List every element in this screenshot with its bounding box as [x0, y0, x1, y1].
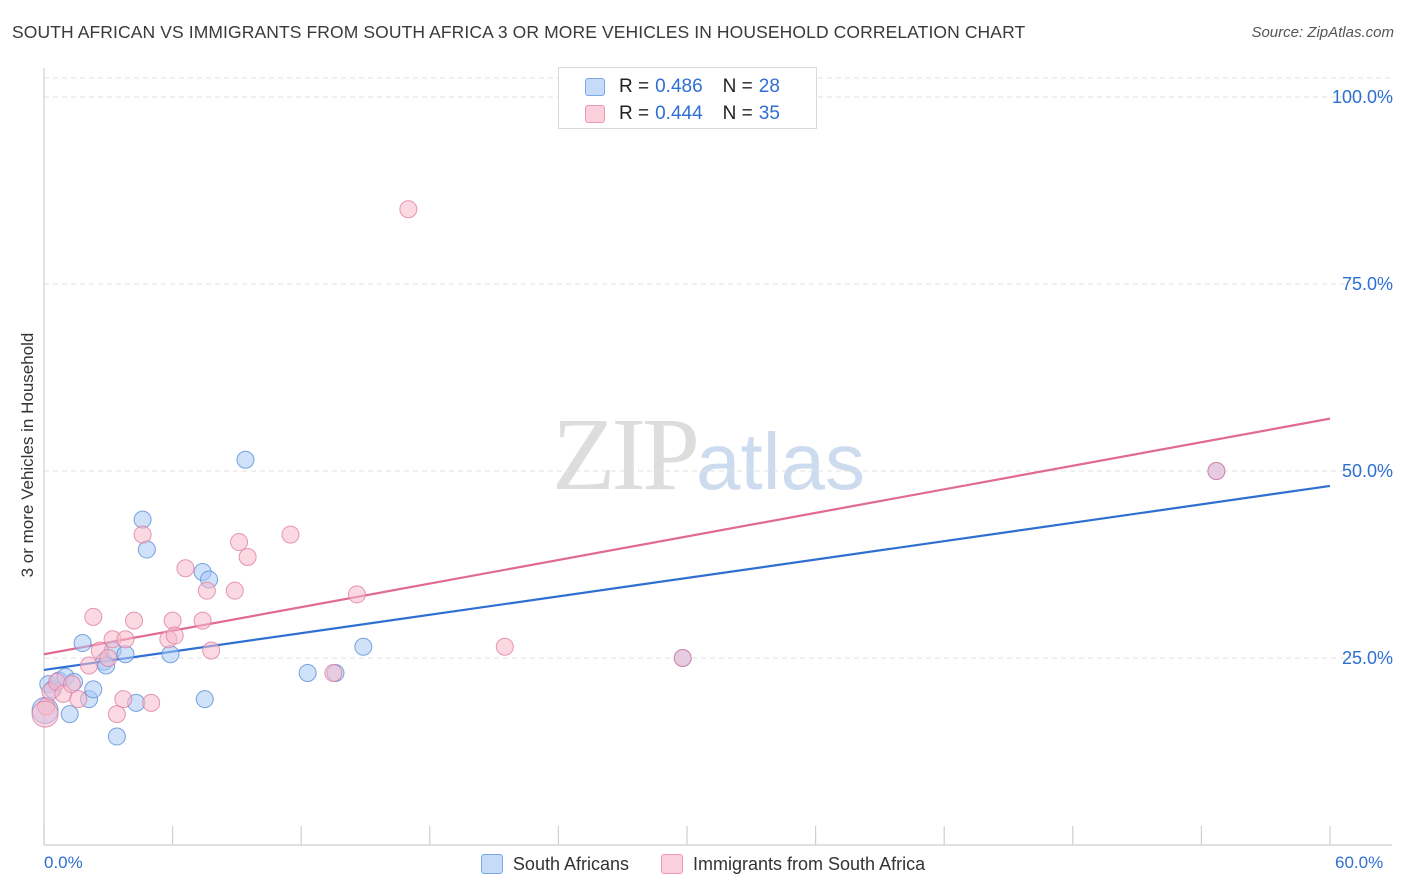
point-south-africans: [195, 690, 214, 709]
point-immigrants: [125, 611, 144, 630]
legend-item-south-africans[interactable]: South Africans: [480, 853, 629, 875]
point-immigrants: [133, 525, 152, 544]
trend-line-immigrants: [43, 417, 1331, 656]
legend-row-south-africans: R = 0.486 N = 28: [585, 75, 780, 99]
point-immigrants: [176, 559, 195, 578]
legend-label: South Africans: [512, 853, 629, 874]
point-immigrants: [281, 525, 300, 544]
point-immigrants: [31, 700, 59, 728]
y-axis-label: 3 or more Vehicles in Household: [18, 332, 37, 578]
r-label: R =: [619, 76, 650, 97]
n-label: N =: [722, 103, 753, 124]
x-tick-label-max: 60.0%: [1335, 853, 1384, 872]
point-south-africans: [298, 663, 317, 682]
point-immigrants: [673, 649, 692, 667]
point-immigrants: [238, 548, 257, 567]
point-immigrants: [399, 200, 418, 219]
point-south-africans: [133, 510, 152, 529]
point-immigrants: [69, 690, 88, 709]
point-immigrants: [197, 581, 216, 600]
point-immigrants: [80, 656, 99, 675]
n-value: 35: [758, 103, 780, 124]
point-south-africans: [354, 637, 373, 656]
correlation-legend: R = 0.486 N = 28 R = 0.444 N = 35: [558, 67, 817, 129]
point-immigrants: [495, 637, 514, 656]
point-immigrants: [107, 705, 126, 724]
legend-swatch-blue: [480, 854, 503, 874]
point-immigrants: [165, 626, 184, 645]
point-immigrants: [1207, 462, 1226, 480]
point-immigrants: [202, 641, 221, 660]
n-label: N =: [722, 76, 753, 97]
source-credit: Source: ZipAtlas.com: [1251, 24, 1394, 41]
point-immigrants: [84, 607, 103, 626]
point-immigrants: [99, 649, 118, 667]
watermark-zip: ZIP: [552, 397, 700, 512]
point-south-africans: [236, 450, 255, 469]
legend-swatch-pink: [585, 105, 605, 123]
point-immigrants: [116, 630, 135, 649]
point-immigrants: [225, 581, 244, 600]
point-south-africans: [107, 727, 126, 746]
point-immigrants: [230, 533, 249, 552]
r-value: 0.444: [655, 103, 703, 124]
point-immigrants: [142, 693, 161, 712]
watermark: ZIPatlas: [552, 395, 865, 514]
point-south-africans: [116, 645, 135, 664]
legend-swatch-pink: [661, 854, 683, 874]
point-immigrants: [114, 690, 133, 709]
n-value: 28: [758, 76, 780, 97]
point-south-africans: [84, 680, 103, 699]
point-south-africans: [60, 705, 79, 724]
point-immigrants: [163, 611, 182, 630]
y-tick-label: 50.0%: [1342, 461, 1393, 481]
watermark-atlas: atlas: [696, 417, 865, 506]
point-south-africans: [161, 645, 180, 664]
legend-swatch-blue: [585, 78, 605, 96]
y-tick-label: 75.0%: [1342, 274, 1393, 294]
r-label: R =: [619, 103, 650, 124]
r-value: 0.486: [655, 76, 703, 97]
series-legend: South Africans Immigrants from South Afr…: [0, 850, 1406, 878]
point-immigrants: [62, 675, 81, 694]
point-immigrants: [324, 663, 343, 682]
point-south-africans: [73, 634, 92, 653]
point-immigrants: [193, 611, 212, 630]
x-tick-label-min: 0.0%: [44, 853, 83, 872]
point-south-africans: [137, 540, 156, 559]
y-tick-label: 100.0%: [1332, 87, 1393, 107]
point-immigrants: [347, 585, 366, 604]
legend-label: Immigrants from South Africa: [693, 853, 926, 874]
legend-row-immigrants: R = 0.444 N = 35: [585, 102, 780, 126]
legend-item-immigrants[interactable]: Immigrants from South Africa: [661, 854, 925, 875]
chart-title: SOUTH AFRICAN VS IMMIGRANTS FROM SOUTH A…: [12, 22, 1026, 42]
trend-line-south-africans: [43, 484, 1331, 672]
y-tick-label: 25.0%: [1342, 648, 1393, 668]
